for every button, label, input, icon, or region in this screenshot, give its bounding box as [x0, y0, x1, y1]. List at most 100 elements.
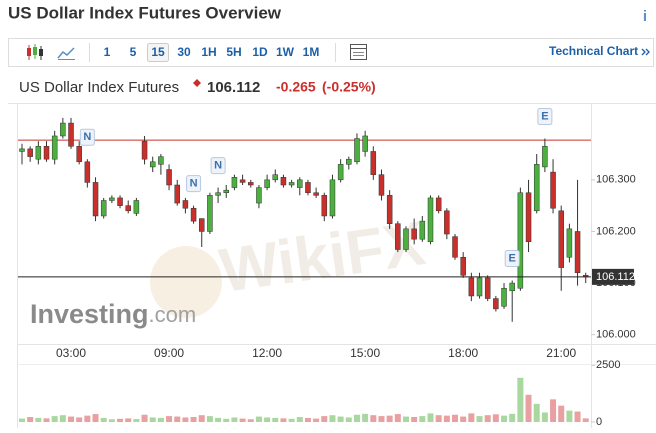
interval-button[interactable]: 30 [177, 45, 191, 59]
event-label[interactable]: N [214, 159, 222, 171]
candle-body [460, 257, 466, 276]
candle [51, 130, 58, 165]
interval-button[interactable]: 1 [104, 45, 111, 59]
candle [574, 179, 581, 286]
volume-bar [329, 415, 336, 422]
volume-bar [313, 418, 320, 422]
volume-y-tick-label: 0 [596, 416, 602, 428]
candle-body [92, 182, 99, 217]
volume-bar [501, 415, 508, 422]
candle [27, 146, 33, 162]
interval-button[interactable]: 1H [201, 45, 216, 59]
volume-bar [92, 414, 99, 422]
event-label[interactable]: N [83, 131, 91, 143]
candle-body [501, 287, 507, 307]
x-tick-label: 18:00 [448, 346, 478, 360]
candle-body [444, 210, 450, 235]
volume-bar [157, 417, 164, 422]
interval-button[interactable]: 15 [151, 45, 165, 59]
candle [354, 133, 360, 165]
technical-chart-link[interactable]: Technical Chart [549, 44, 638, 58]
candle-body [43, 146, 50, 160]
volume-bar [427, 413, 434, 422]
candle-body [346, 158, 352, 165]
volume-bar [27, 417, 34, 422]
candle [109, 195, 115, 204]
last-price-label: 106.112 [596, 271, 635, 283]
volume-bar [452, 414, 459, 422]
candle [117, 195, 123, 209]
volume-bar [541, 412, 548, 422]
candle-body [542, 146, 548, 168]
candle-body [566, 228, 573, 258]
candle-icon[interactable] [27, 44, 43, 60]
interval-button[interactable]: 5 [130, 45, 137, 59]
candle-body [133, 200, 140, 214]
candle [378, 169, 385, 201]
interval-button[interactable]: 1M [303, 45, 320, 59]
volume-bar [174, 416, 181, 422]
volume-bar [378, 416, 385, 422]
change-arrow [193, 79, 201, 87]
volume-bar [19, 418, 25, 422]
candle [174, 179, 180, 206]
interval-selected-box [147, 43, 169, 62]
candle [239, 174, 246, 185]
candle [329, 174, 336, 219]
event-label[interactable]: E [509, 252, 516, 264]
candle [452, 234, 458, 260]
candle-body [395, 223, 401, 250]
x-tick-label: 03:00 [56, 346, 86, 360]
line-icon[interactable] [57, 47, 75, 59]
candle-body [574, 231, 581, 273]
candle-body [182, 200, 189, 209]
volume-bar [133, 419, 140, 422]
info-icon[interactable]: i [643, 8, 647, 25]
candle [166, 164, 172, 191]
candle-body [288, 182, 295, 186]
x-tick-label: 21:00 [546, 346, 576, 360]
volume-bar [100, 417, 107, 422]
candle [395, 221, 401, 253]
event-flag [79, 128, 95, 146]
candle [550, 159, 556, 214]
candle-body [362, 135, 368, 152]
event-label[interactable]: N [190, 178, 198, 190]
volume-bar [43, 418, 50, 422]
volume-bar [223, 418, 230, 422]
candle [411, 218, 417, 245]
candle-body [411, 228, 417, 240]
volume-bar [231, 417, 238, 422]
candle [484, 275, 491, 302]
candle-body [215, 192, 221, 196]
interval-button[interactable]: 1W [276, 45, 295, 59]
volume-bar [182, 417, 189, 422]
event-label[interactable]: E [541, 110, 548, 122]
interval-button[interactable]: 1D [252, 45, 268, 59]
event-flag [504, 249, 520, 267]
volume-bar [574, 411, 581, 422]
volume-bar [35, 417, 42, 422]
table-icon[interactable] [350, 44, 367, 60]
volume-bar [255, 416, 262, 422]
candle-body [109, 197, 115, 201]
x-tick-label: 12:00 [252, 346, 282, 360]
volume-bar [206, 416, 213, 422]
candle-body [27, 148, 33, 157]
candle-body [125, 205, 131, 212]
volume-bar [125, 418, 132, 422]
candle [525, 179, 532, 253]
candle-body [141, 140, 148, 160]
candle-body [231, 177, 238, 188]
volume-bar [345, 417, 352, 422]
volume-bar [460, 416, 467, 422]
candle [272, 169, 279, 183]
candle [305, 179, 311, 196]
candle-body [517, 192, 524, 289]
candle [321, 192, 328, 222]
volume-bar [443, 415, 450, 422]
volume-bar [321, 416, 328, 422]
interval-button[interactable]: 5H [226, 45, 241, 59]
